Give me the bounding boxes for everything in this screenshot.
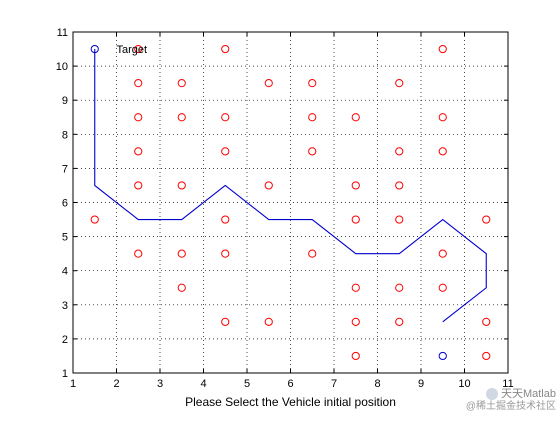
data-layer <box>90 44 491 361</box>
watermark-logo-icon <box>485 388 498 401</box>
y-tick-label: 1 <box>62 368 68 380</box>
x-tick-label: 4 <box>200 378 206 390</box>
x-tick-label: 7 <box>331 378 337 390</box>
obstacle-marker <box>438 249 447 258</box>
x-tick-label: 5 <box>244 378 250 390</box>
obstacle-marker <box>134 181 143 190</box>
x-tick-label: 1 <box>70 378 76 390</box>
obstacle-marker <box>221 44 230 54</box>
obstacle-marker <box>177 249 186 258</box>
obstacle-marker <box>221 113 230 122</box>
x-axis-title: Please Select the Vehicle initial positi… <box>185 395 396 409</box>
x-tick-label: 8 <box>374 378 380 390</box>
x-tick-label: 9 <box>418 378 424 390</box>
obstacle-marker <box>351 215 360 224</box>
y-tick-label: 11 <box>57 27 68 39</box>
obstacle-marker <box>221 317 230 326</box>
ticks <box>72 31 509 374</box>
obstacle-marker <box>177 283 186 292</box>
obstacle-marker <box>395 79 404 88</box>
watermark-sub: @稀土掘金技术社区 <box>465 401 556 412</box>
obstacle-marker <box>351 351 360 361</box>
y-tick-label: 3 <box>62 300 68 312</box>
y-tick-label: 5 <box>62 232 68 244</box>
obstacle-marker <box>351 181 360 190</box>
obstacle-marker <box>134 147 143 156</box>
obstacle-marker <box>264 181 273 190</box>
y-tick-label: 10 <box>56 61 68 73</box>
x-tick-label: 3 <box>157 378 163 390</box>
obstacle-marker <box>482 215 491 224</box>
obstacle-marker <box>395 283 404 292</box>
obstacle-marker <box>177 113 186 122</box>
obstacle-marker <box>134 79 143 88</box>
obstacle-marker <box>177 79 186 88</box>
endpoint-marker <box>438 351 447 361</box>
y-tick-label: 4 <box>62 266 68 278</box>
obstacle-marker <box>438 283 447 292</box>
obstacle-marker <box>395 215 404 224</box>
obstacle-marker <box>134 113 143 122</box>
obstacle-marker <box>482 317 491 326</box>
obstacle-marker <box>351 113 360 122</box>
obstacle-marker <box>177 181 186 190</box>
path-line <box>94 49 487 323</box>
obstacle-marker <box>308 113 317 122</box>
obstacle-marker <box>221 215 230 224</box>
y-tick-label: 2 <box>62 334 68 346</box>
watermark-name: 天天Matlab <box>500 388 556 400</box>
obstacle-marker <box>264 79 273 88</box>
obstacle-marker <box>438 113 447 122</box>
x-tick-label: 10 <box>458 378 470 390</box>
y-tick-label: 7 <box>62 163 68 175</box>
annotation-target: Target <box>117 44 148 56</box>
obstacle-marker <box>221 147 230 156</box>
obstacle-marker <box>134 249 143 258</box>
obstacle-marker <box>438 147 447 156</box>
obstacle-marker <box>221 249 230 258</box>
y-tick-label: 8 <box>62 129 68 141</box>
obstacle-marker <box>134 44 143 54</box>
x-tick-label: 11 <box>502 378 513 390</box>
obstacle-marker <box>308 147 317 156</box>
obstacle-marker <box>482 351 491 361</box>
grid <box>73 32 508 373</box>
watermark: 天天Matlab @稀土掘金技术社区 <box>448 388 556 413</box>
obstacle-marker <box>351 317 360 326</box>
x-tick-label: 6 <box>287 378 293 390</box>
obstacle-marker <box>395 181 404 190</box>
obstacle-marker <box>395 147 404 156</box>
y-tick-label: 9 <box>62 95 68 107</box>
obstacle-marker <box>264 317 273 326</box>
obstacle-marker <box>90 215 99 224</box>
obstacle-marker <box>308 79 317 88</box>
obstacle-marker <box>438 44 447 54</box>
obstacle-marker <box>351 283 360 292</box>
y-tick-label: 6 <box>62 198 68 210</box>
obstacle-marker <box>308 249 317 258</box>
x-tick-label: 2 <box>113 378 119 390</box>
obstacle-marker <box>395 317 404 326</box>
